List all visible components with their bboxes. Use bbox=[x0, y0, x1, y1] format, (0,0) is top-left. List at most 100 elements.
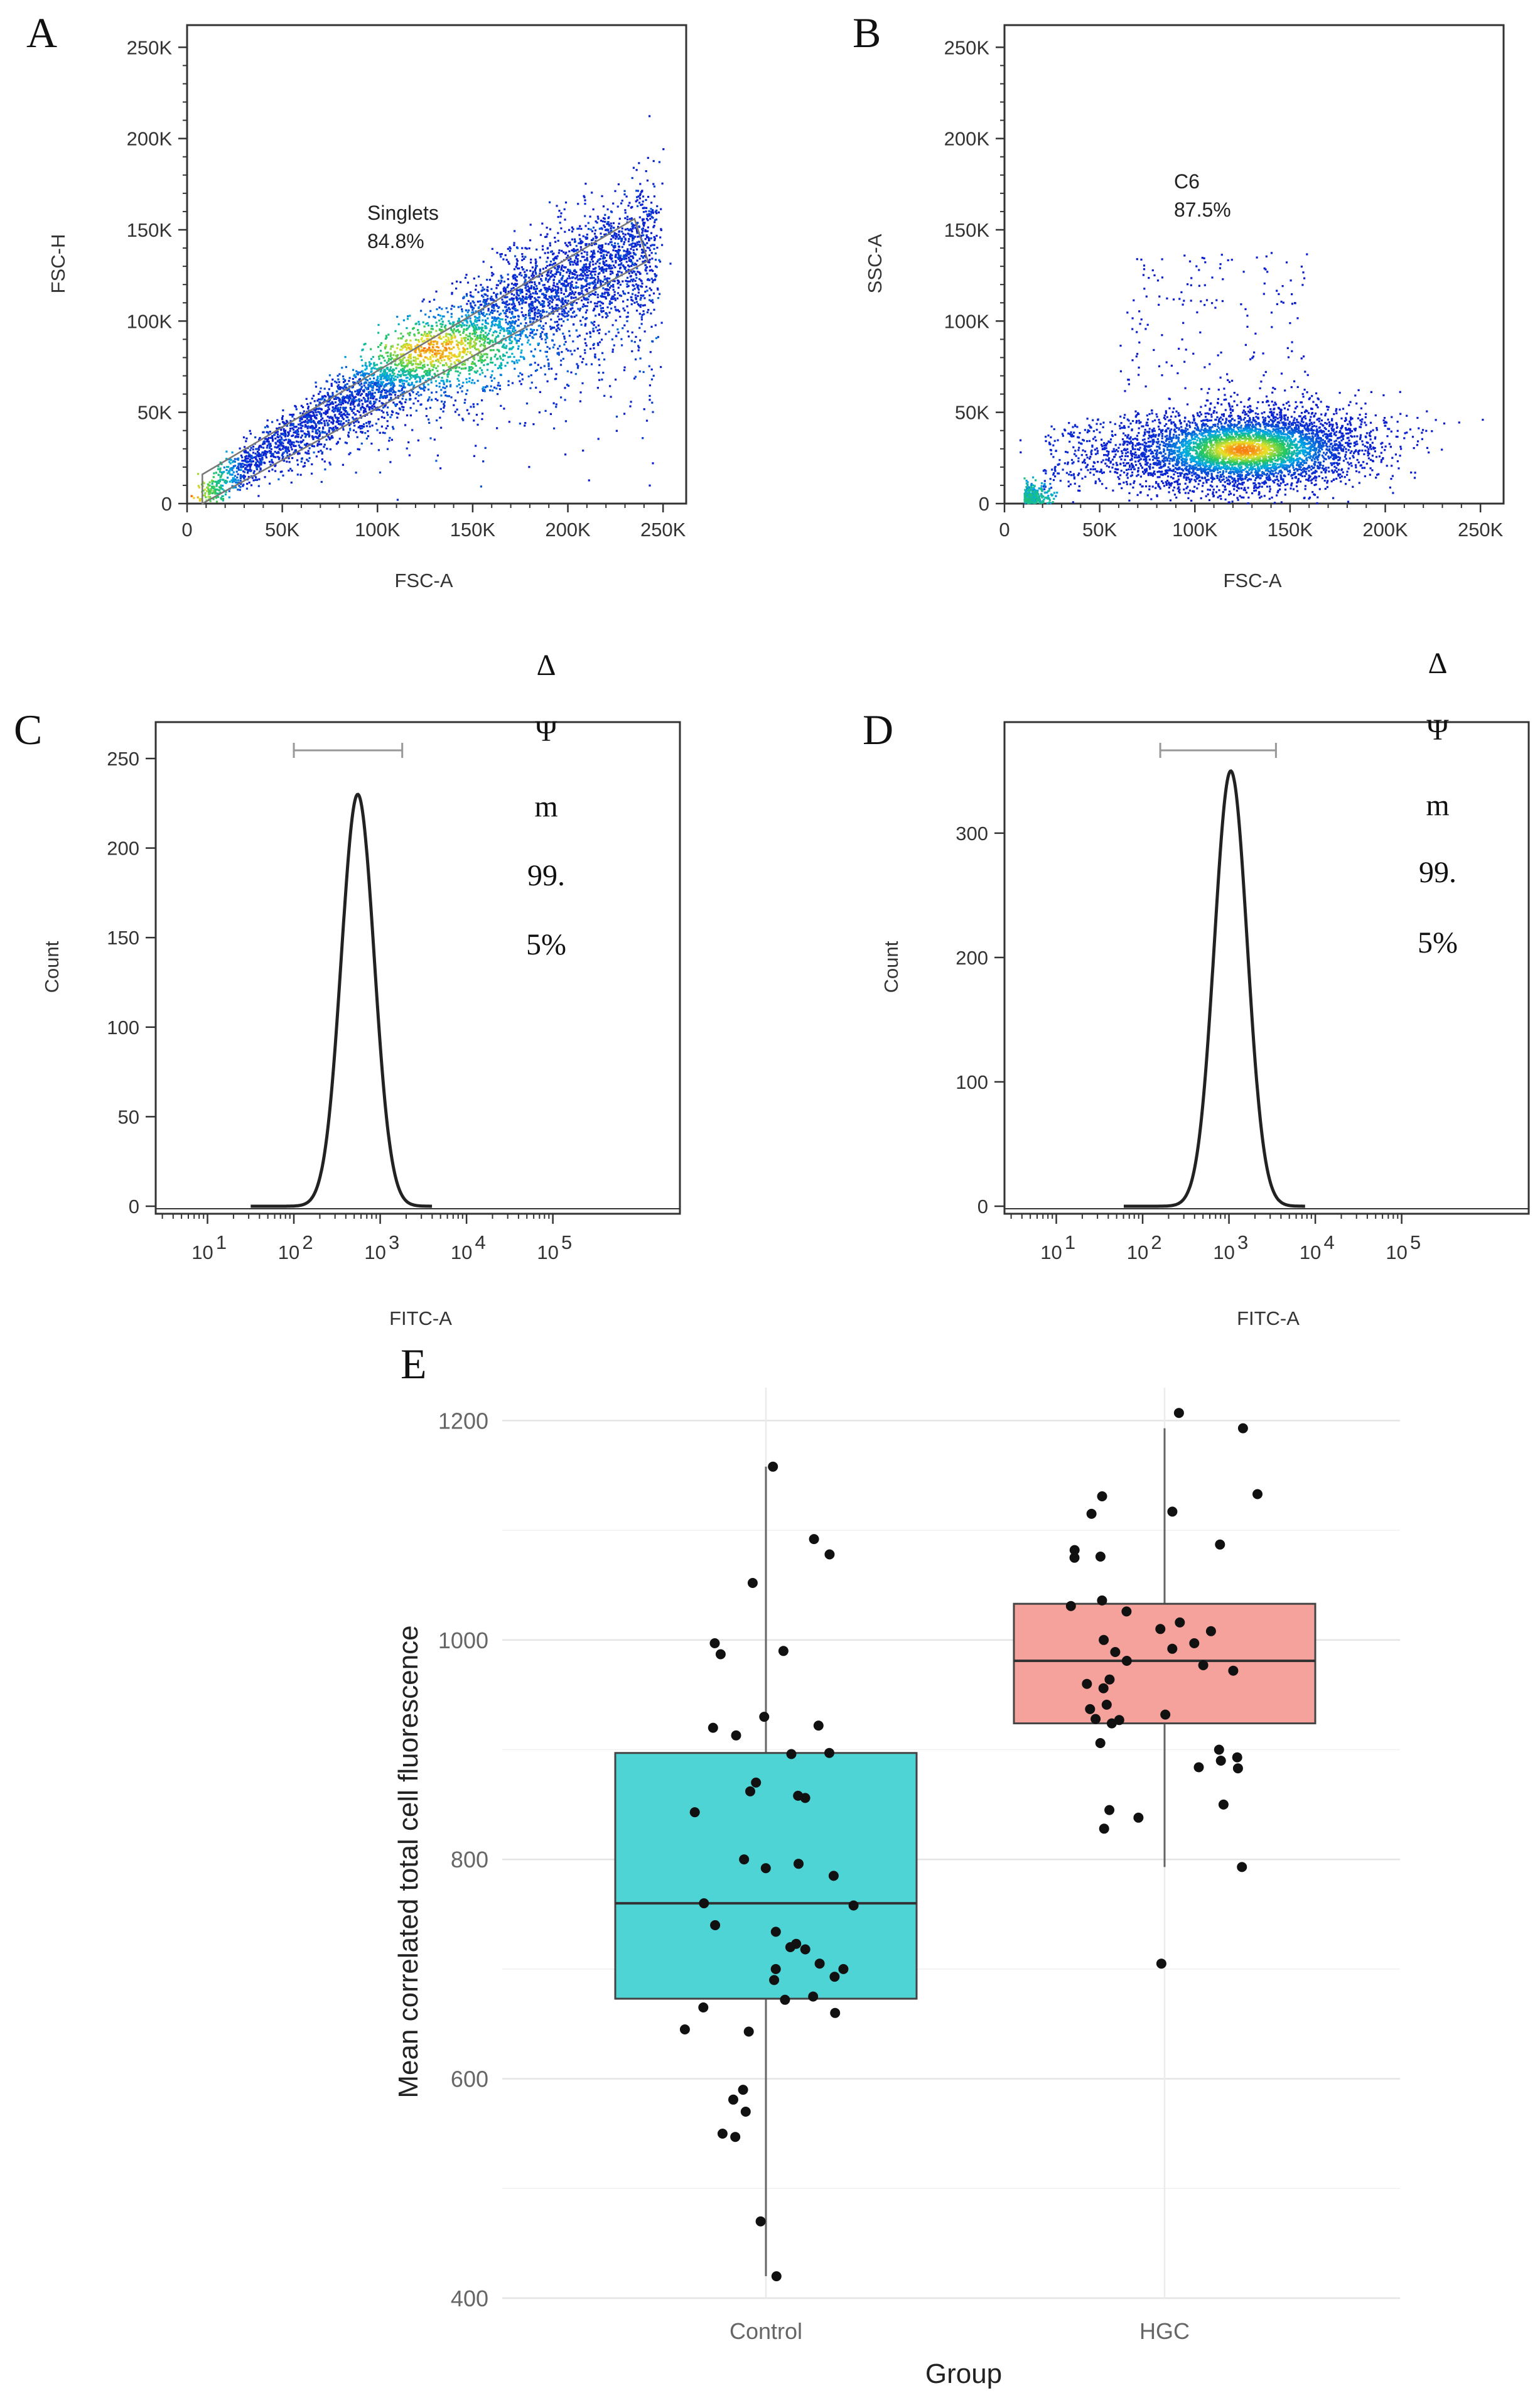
event-dot bbox=[208, 484, 211, 487]
event-dot bbox=[300, 446, 303, 449]
event-dot bbox=[217, 468, 220, 470]
event-dot bbox=[536, 285, 538, 288]
event-dot bbox=[520, 352, 522, 354]
event-dot bbox=[417, 332, 420, 335]
event-dot bbox=[376, 385, 379, 387]
event-dot bbox=[368, 423, 370, 425]
event-dot bbox=[240, 465, 243, 467]
event-dot bbox=[397, 343, 399, 346]
event-dot bbox=[645, 267, 647, 269]
event-dot bbox=[377, 375, 379, 378]
event-dot bbox=[347, 434, 350, 436]
event-dot bbox=[513, 284, 515, 286]
event-dot bbox=[656, 287, 659, 289]
event-dot bbox=[567, 270, 569, 273]
event-dot bbox=[595, 242, 598, 245]
event-dot bbox=[473, 345, 476, 347]
event-dot bbox=[556, 320, 559, 323]
event-dot bbox=[231, 451, 234, 454]
event-dot bbox=[606, 306, 609, 308]
event-dot bbox=[507, 384, 510, 386]
event-dot bbox=[266, 424, 269, 427]
event-dot bbox=[611, 235, 615, 238]
event-dot bbox=[261, 458, 264, 461]
event-dot bbox=[197, 473, 200, 475]
event-dot bbox=[247, 464, 249, 467]
event-dot bbox=[569, 282, 572, 284]
event-dot bbox=[623, 413, 626, 415]
event-dot bbox=[587, 298, 590, 301]
event-dot bbox=[561, 310, 564, 313]
event-dot bbox=[534, 348, 536, 350]
event-dot bbox=[366, 379, 369, 382]
event-dot bbox=[301, 458, 303, 460]
event-dot bbox=[551, 291, 553, 293]
event-dot bbox=[498, 365, 501, 367]
event-dot bbox=[579, 307, 582, 310]
event-dot bbox=[535, 273, 537, 275]
event-dot bbox=[613, 344, 615, 347]
event-dot bbox=[594, 355, 596, 358]
event-dot bbox=[622, 264, 625, 267]
event-dot bbox=[539, 333, 542, 335]
event-dot bbox=[362, 348, 364, 351]
event-dot bbox=[221, 472, 223, 475]
event-dot bbox=[604, 213, 606, 216]
event-dot bbox=[640, 286, 643, 288]
event-dot bbox=[390, 370, 393, 372]
event-dot bbox=[336, 404, 338, 407]
event-dot bbox=[603, 249, 605, 252]
event-dot bbox=[625, 253, 627, 256]
event-dot bbox=[617, 309, 619, 311]
event-dot bbox=[607, 293, 610, 295]
event-dot bbox=[642, 251, 645, 253]
event-dot bbox=[312, 394, 315, 397]
event-dot bbox=[384, 397, 387, 399]
event-dot bbox=[443, 406, 445, 409]
event-dot bbox=[509, 332, 512, 335]
event-dot bbox=[291, 414, 293, 416]
event-dot bbox=[590, 347, 592, 350]
event-dot bbox=[594, 229, 597, 232]
event-dot bbox=[212, 487, 215, 490]
event-dot bbox=[636, 230, 638, 232]
event-dot bbox=[542, 293, 544, 295]
event-dot bbox=[564, 315, 566, 318]
event-dot bbox=[612, 286, 615, 288]
event-dot bbox=[572, 263, 574, 266]
event-dot bbox=[560, 269, 563, 271]
event-dot bbox=[650, 269, 653, 271]
event-dot bbox=[506, 330, 509, 332]
event-dot bbox=[564, 307, 567, 310]
event-dot bbox=[244, 471, 246, 473]
event-dot bbox=[468, 413, 470, 415]
event-dot bbox=[581, 285, 583, 288]
event-dot bbox=[637, 195, 640, 198]
event-dot bbox=[355, 375, 357, 378]
event-dot bbox=[533, 317, 536, 320]
event-dot bbox=[392, 372, 394, 374]
event-dot bbox=[260, 463, 262, 466]
event-dot bbox=[507, 247, 509, 250]
event-dot bbox=[406, 347, 408, 350]
event-dot bbox=[404, 386, 406, 389]
event-dot bbox=[649, 258, 651, 261]
event-dot bbox=[639, 306, 642, 308]
event-dot bbox=[239, 486, 242, 489]
event-dot bbox=[386, 372, 389, 374]
event-dot bbox=[646, 289, 649, 292]
event-dot bbox=[350, 394, 352, 396]
panel-a-frame bbox=[186, 24, 687, 505]
event-dot bbox=[219, 478, 222, 481]
event-dot bbox=[661, 182, 664, 185]
event-dot bbox=[470, 345, 472, 348]
event-dot bbox=[621, 246, 623, 248]
event-dot bbox=[615, 235, 617, 237]
event-dot bbox=[286, 421, 289, 423]
event-dot bbox=[595, 235, 597, 238]
event-dot bbox=[491, 274, 493, 277]
event-dot bbox=[638, 194, 641, 197]
event-dot bbox=[547, 365, 550, 367]
event-dot bbox=[259, 461, 261, 463]
event-dot bbox=[315, 431, 318, 434]
